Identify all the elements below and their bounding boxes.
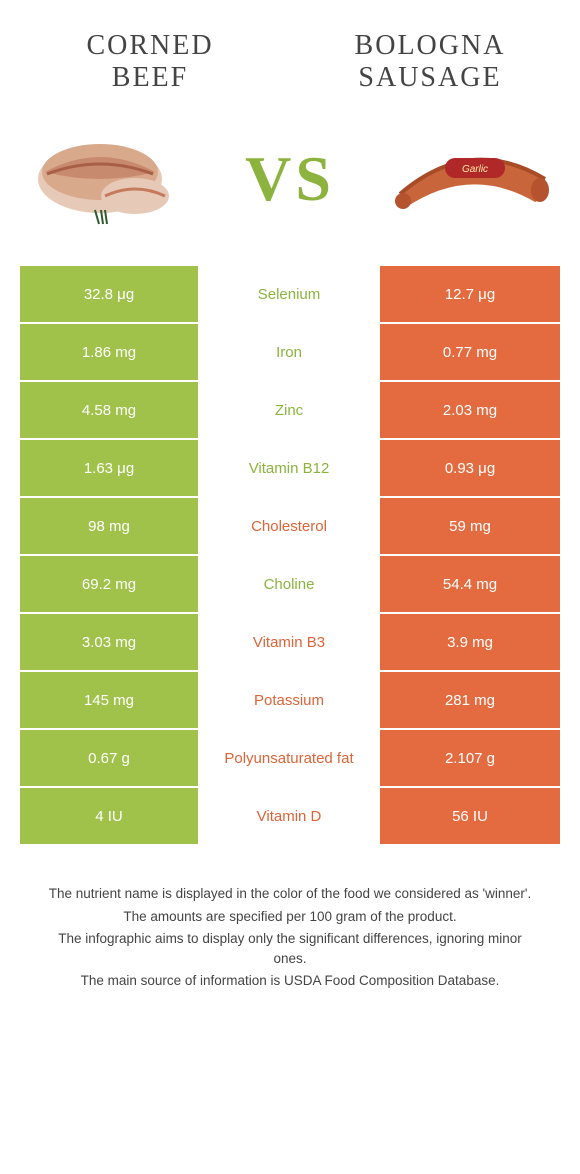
left-value: 98 mg [20,498,200,554]
nutrient-table: 32.8 μgSelenium12.7 μg1.86 mgIron0.77 mg… [20,264,560,844]
left-value: 4.58 mg [20,382,200,438]
nutrient-label: Iron [200,324,380,380]
left-value: 32.8 μg [20,266,200,322]
footnote-line: The infographic aims to display only the… [40,929,540,970]
header: CORNEDBEEF BOLOGNASAUSAGE [0,0,580,104]
food-image-left [25,124,195,234]
table-row: 1.63 μgVitamin B120.93 μg [20,438,560,496]
table-row: 145 mgPotassium281 mg [20,670,560,728]
left-value: 1.86 mg [20,324,200,380]
right-value: 0.77 mg [380,324,560,380]
nutrient-label: Selenium [200,266,380,322]
left-value: 4 IU [20,788,200,844]
corned-beef-icon [25,124,195,234]
vs-label: VS [245,142,335,216]
nutrient-label: Vitamin B12 [200,440,380,496]
nutrient-label: Choline [200,556,380,612]
left-value: 69.2 mg [20,556,200,612]
nutrient-label: Vitamin B3 [200,614,380,670]
table-row: 32.8 μgSelenium12.7 μg [20,264,560,322]
footnote-line: The nutrient name is displayed in the co… [40,884,540,904]
nutrient-label: Potassium [200,672,380,728]
table-row: 3.03 mgVitamin B33.9 mg [20,612,560,670]
right-value: 281 mg [380,672,560,728]
left-value: 0.67 g [20,730,200,786]
food-title-left: CORNEDBEEF [50,30,250,94]
food-image-right: Garlic [385,124,555,234]
table-row: 98 mgCholesterol59 mg [20,496,560,554]
table-row: 1.86 mgIron0.77 mg [20,322,560,380]
infographic-container: CORNEDBEEF BOLOGNASAUSAGE VS Garl [0,0,580,992]
food-title-right: BOLOGNASAUSAGE [330,30,530,94]
table-row: 4 IUVitamin D56 IU [20,786,560,844]
right-value: 2.03 mg [380,382,560,438]
nutrient-label: Polyunsaturated fat [200,730,380,786]
footnote-line: The main source of information is USDA F… [40,971,540,991]
right-value: 12.7 μg [380,266,560,322]
footnote-line: The amounts are specified per 100 gram o… [40,907,540,927]
right-value: 54.4 mg [380,556,560,612]
left-value: 1.63 μg [20,440,200,496]
table-row: 0.67 gPolyunsaturated fat2.107 g [20,728,560,786]
svg-text:Garlic: Garlic [462,164,488,175]
nutrient-label: Cholesterol [200,498,380,554]
left-value: 3.03 mg [20,614,200,670]
right-value: 56 IU [380,788,560,844]
right-value: 59 mg [380,498,560,554]
table-row: 69.2 mgCholine54.4 mg [20,554,560,612]
footnotes: The nutrient name is displayed in the co… [40,884,540,991]
nutrient-label: Vitamin D [200,788,380,844]
right-value: 0.93 μg [380,440,560,496]
left-value: 145 mg [20,672,200,728]
nutrient-label: Zinc [200,382,380,438]
vs-row: VS Garlic [0,104,580,264]
bologna-sausage-icon: Garlic [385,124,555,234]
right-value: 3.9 mg [380,614,560,670]
table-row: 4.58 mgZinc2.03 mg [20,380,560,438]
right-value: 2.107 g [380,730,560,786]
